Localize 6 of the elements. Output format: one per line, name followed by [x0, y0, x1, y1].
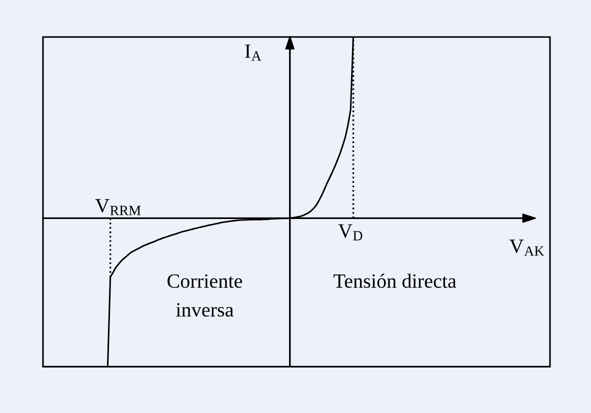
- y-axis-title: I$_{A}$: [245, 44, 262, 61]
- x-axis-title: V$_{AK}$: [510, 240, 544, 256]
- annotation: V$_{D}$: [338, 224, 362, 240]
- annotation: Tensión directa: [334, 274, 456, 288]
- annotation: V$_{RRM}$: [95, 199, 141, 216]
- annotation: Corriente inversa: [168, 274, 242, 317]
